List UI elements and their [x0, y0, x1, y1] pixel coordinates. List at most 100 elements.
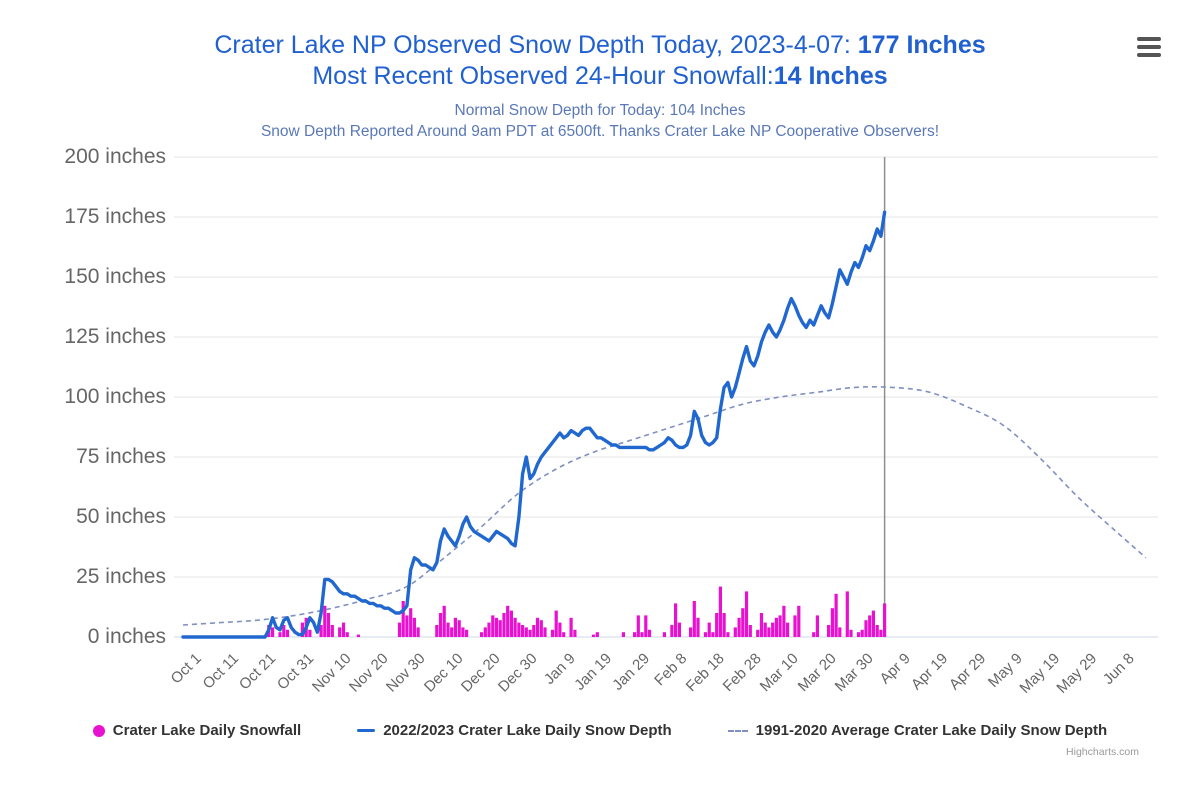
- snowfall-bar[interactable]: [442, 605, 446, 637]
- snowfall-bar[interactable]: [509, 610, 513, 637]
- snowfall-bar[interactable]: [722, 613, 726, 637]
- snowfall-bar[interactable]: [748, 625, 752, 637]
- chart-context-menu-button[interactable]: [1135, 35, 1163, 59]
- snowfall-bar[interactable]: [647, 629, 652, 637]
- snowfall-bar[interactable]: [278, 632, 282, 637]
- snowfall-bar[interactable]: [875, 625, 879, 637]
- snowfall-bar[interactable]: [871, 610, 875, 637]
- snowfall-bar[interactable]: [774, 617, 778, 637]
- snowfall-bar[interactable]: [535, 617, 540, 637]
- snowfall-bar[interactable]: [345, 632, 349, 637]
- snowfall-bar[interactable]: [461, 627, 465, 637]
- snowfall-bar[interactable]: [438, 613, 443, 637]
- snowfall-bar[interactable]: [674, 603, 678, 637]
- snowfall-bar[interactable]: [864, 620, 868, 637]
- snowfall-bar[interactable]: [838, 627, 842, 637]
- snowfall-bar[interactable]: [450, 627, 454, 637]
- snowfall-bar[interactable]: [271, 627, 275, 637]
- snowfall-bar[interactable]: [532, 625, 536, 637]
- snowfall-bar[interactable]: [692, 601, 696, 637]
- snowfall-bar[interactable]: [644, 615, 648, 637]
- snowfall-bar[interactable]: [633, 632, 637, 637]
- snowfall-bar[interactable]: [285, 629, 290, 637]
- snowfall-bar[interactable]: [860, 629, 864, 637]
- snowfall-bar[interactable]: [573, 629, 577, 637]
- snowfall-bar[interactable]: [356, 634, 360, 637]
- snowfall-bar[interactable]: [879, 629, 883, 637]
- snowfall-bar[interactable]: [446, 622, 450, 637]
- snowfall-bar[interactable]: [726, 632, 730, 637]
- snowfall-bar[interactable]: [539, 620, 543, 637]
- snowfall-bar[interactable]: [793, 615, 797, 637]
- snowfall-bar[interactable]: [856, 632, 861, 637]
- snowfall-bar[interactable]: [662, 632, 666, 637]
- legend-item-average-depth[interactable]: 1991-2020 Average Crater Lake Daily Snow…: [727, 722, 1107, 739]
- snowfall-bar[interactable]: [767, 627, 771, 637]
- snowfall-bar[interactable]: [338, 627, 342, 637]
- average-depth-line-series[interactable]: [182, 386, 1147, 626]
- snowfall-bar[interactable]: [409, 608, 413, 637]
- snowfall-bar[interactable]: [550, 629, 555, 637]
- snow-depth-line[interactable]: [181, 210, 887, 639]
- snowfall-bar[interactable]: [412, 617, 416, 637]
- snowfall-bar[interactable]: [718, 586, 722, 637]
- snowfall-bar[interactable]: [786, 622, 790, 637]
- snowfall-bar[interactable]: [453, 617, 457, 637]
- snowfall-bar[interactable]: [416, 627, 420, 637]
- snowfall-bar[interactable]: [756, 629, 760, 637]
- snowfall-bar[interactable]: [554, 610, 558, 637]
- snowfall-bar[interactable]: [640, 632, 644, 637]
- snowfall-bar[interactable]: [435, 625, 439, 637]
- snowfall-bar[interactable]: [689, 627, 693, 637]
- snowfall-bar[interactable]: [323, 605, 327, 637]
- average-depth-dashed-line[interactable]: [182, 386, 1147, 626]
- snowfall-bar[interactable]: [883, 603, 887, 637]
- snowfall-bar[interactable]: [524, 627, 528, 637]
- snowfall-bar[interactable]: [868, 615, 872, 637]
- legend-item-snow-depth[interactable]: 2022/2023 Crater Lake Daily Snow Depth: [357, 722, 672, 739]
- snowfall-bar[interactable]: [707, 622, 711, 637]
- snowfall-bar[interactable]: [845, 591, 849, 637]
- snowfall-bar[interactable]: [763, 622, 767, 637]
- snowfall-bar[interactable]: [636, 615, 640, 637]
- snowfall-bar[interactable]: [517, 622, 521, 637]
- snowfall-bar[interactable]: [815, 615, 819, 637]
- snowfall-bar[interactable]: [849, 629, 853, 637]
- snowfall-bar[interactable]: [397, 622, 402, 637]
- snowfall-bar[interactable]: [401, 601, 405, 637]
- snowfall-bar[interactable]: [595, 632, 599, 637]
- snowfall-bar[interactable]: [513, 617, 517, 637]
- snowfall-bar[interactable]: [670, 625, 674, 637]
- snowfall-bar[interactable]: [621, 632, 625, 637]
- snowfall-bar[interactable]: [487, 622, 491, 637]
- snowfall-bar[interactable]: [506, 605, 510, 637]
- snowfall-bar[interactable]: [480, 632, 484, 637]
- snowfall-bar[interactable]: [465, 629, 469, 637]
- snowfall-bar[interactable]: [741, 608, 745, 637]
- snowfall-bar[interactable]: [711, 632, 715, 637]
- snowfall-bar[interactable]: [733, 627, 737, 637]
- snowfall-bar[interactable]: [834, 593, 838, 637]
- snowfall-bar[interactable]: [703, 632, 708, 637]
- snowfall-bar[interactable]: [494, 617, 499, 637]
- snowfall-bar[interactable]: [308, 629, 312, 637]
- snowfall-bar[interactable]: [521, 625, 525, 637]
- snowfall-bar[interactable]: [830, 608, 834, 637]
- snowfall-bar[interactable]: [759, 613, 764, 637]
- snowfall-bar[interactable]: [797, 605, 801, 637]
- snowfall-bar[interactable]: [300, 622, 304, 637]
- snowfall-bar[interactable]: [498, 620, 502, 637]
- snowfall-bar[interactable]: [457, 620, 461, 637]
- snow-depth-line-series[interactable]: [181, 210, 887, 639]
- snowfall-bar[interactable]: [812, 632, 816, 637]
- snowfall-bar[interactable]: [744, 591, 749, 637]
- snowfall-bar[interactable]: [677, 622, 681, 637]
- snowfall-bar[interactable]: [282, 625, 286, 637]
- snowfall-bar[interactable]: [771, 622, 775, 637]
- snowfall-bar[interactable]: [483, 627, 487, 637]
- snowfall-bar[interactable]: [558, 622, 562, 637]
- snowfall-bar[interactable]: [569, 617, 573, 637]
- highcharts-credit[interactable]: Highcharts.com: [1066, 746, 1139, 758]
- snowfall-bar[interactable]: [782, 605, 786, 637]
- legend-item-daily-snowfall[interactable]: Crater Lake Daily Snowfall: [92, 722, 301, 739]
